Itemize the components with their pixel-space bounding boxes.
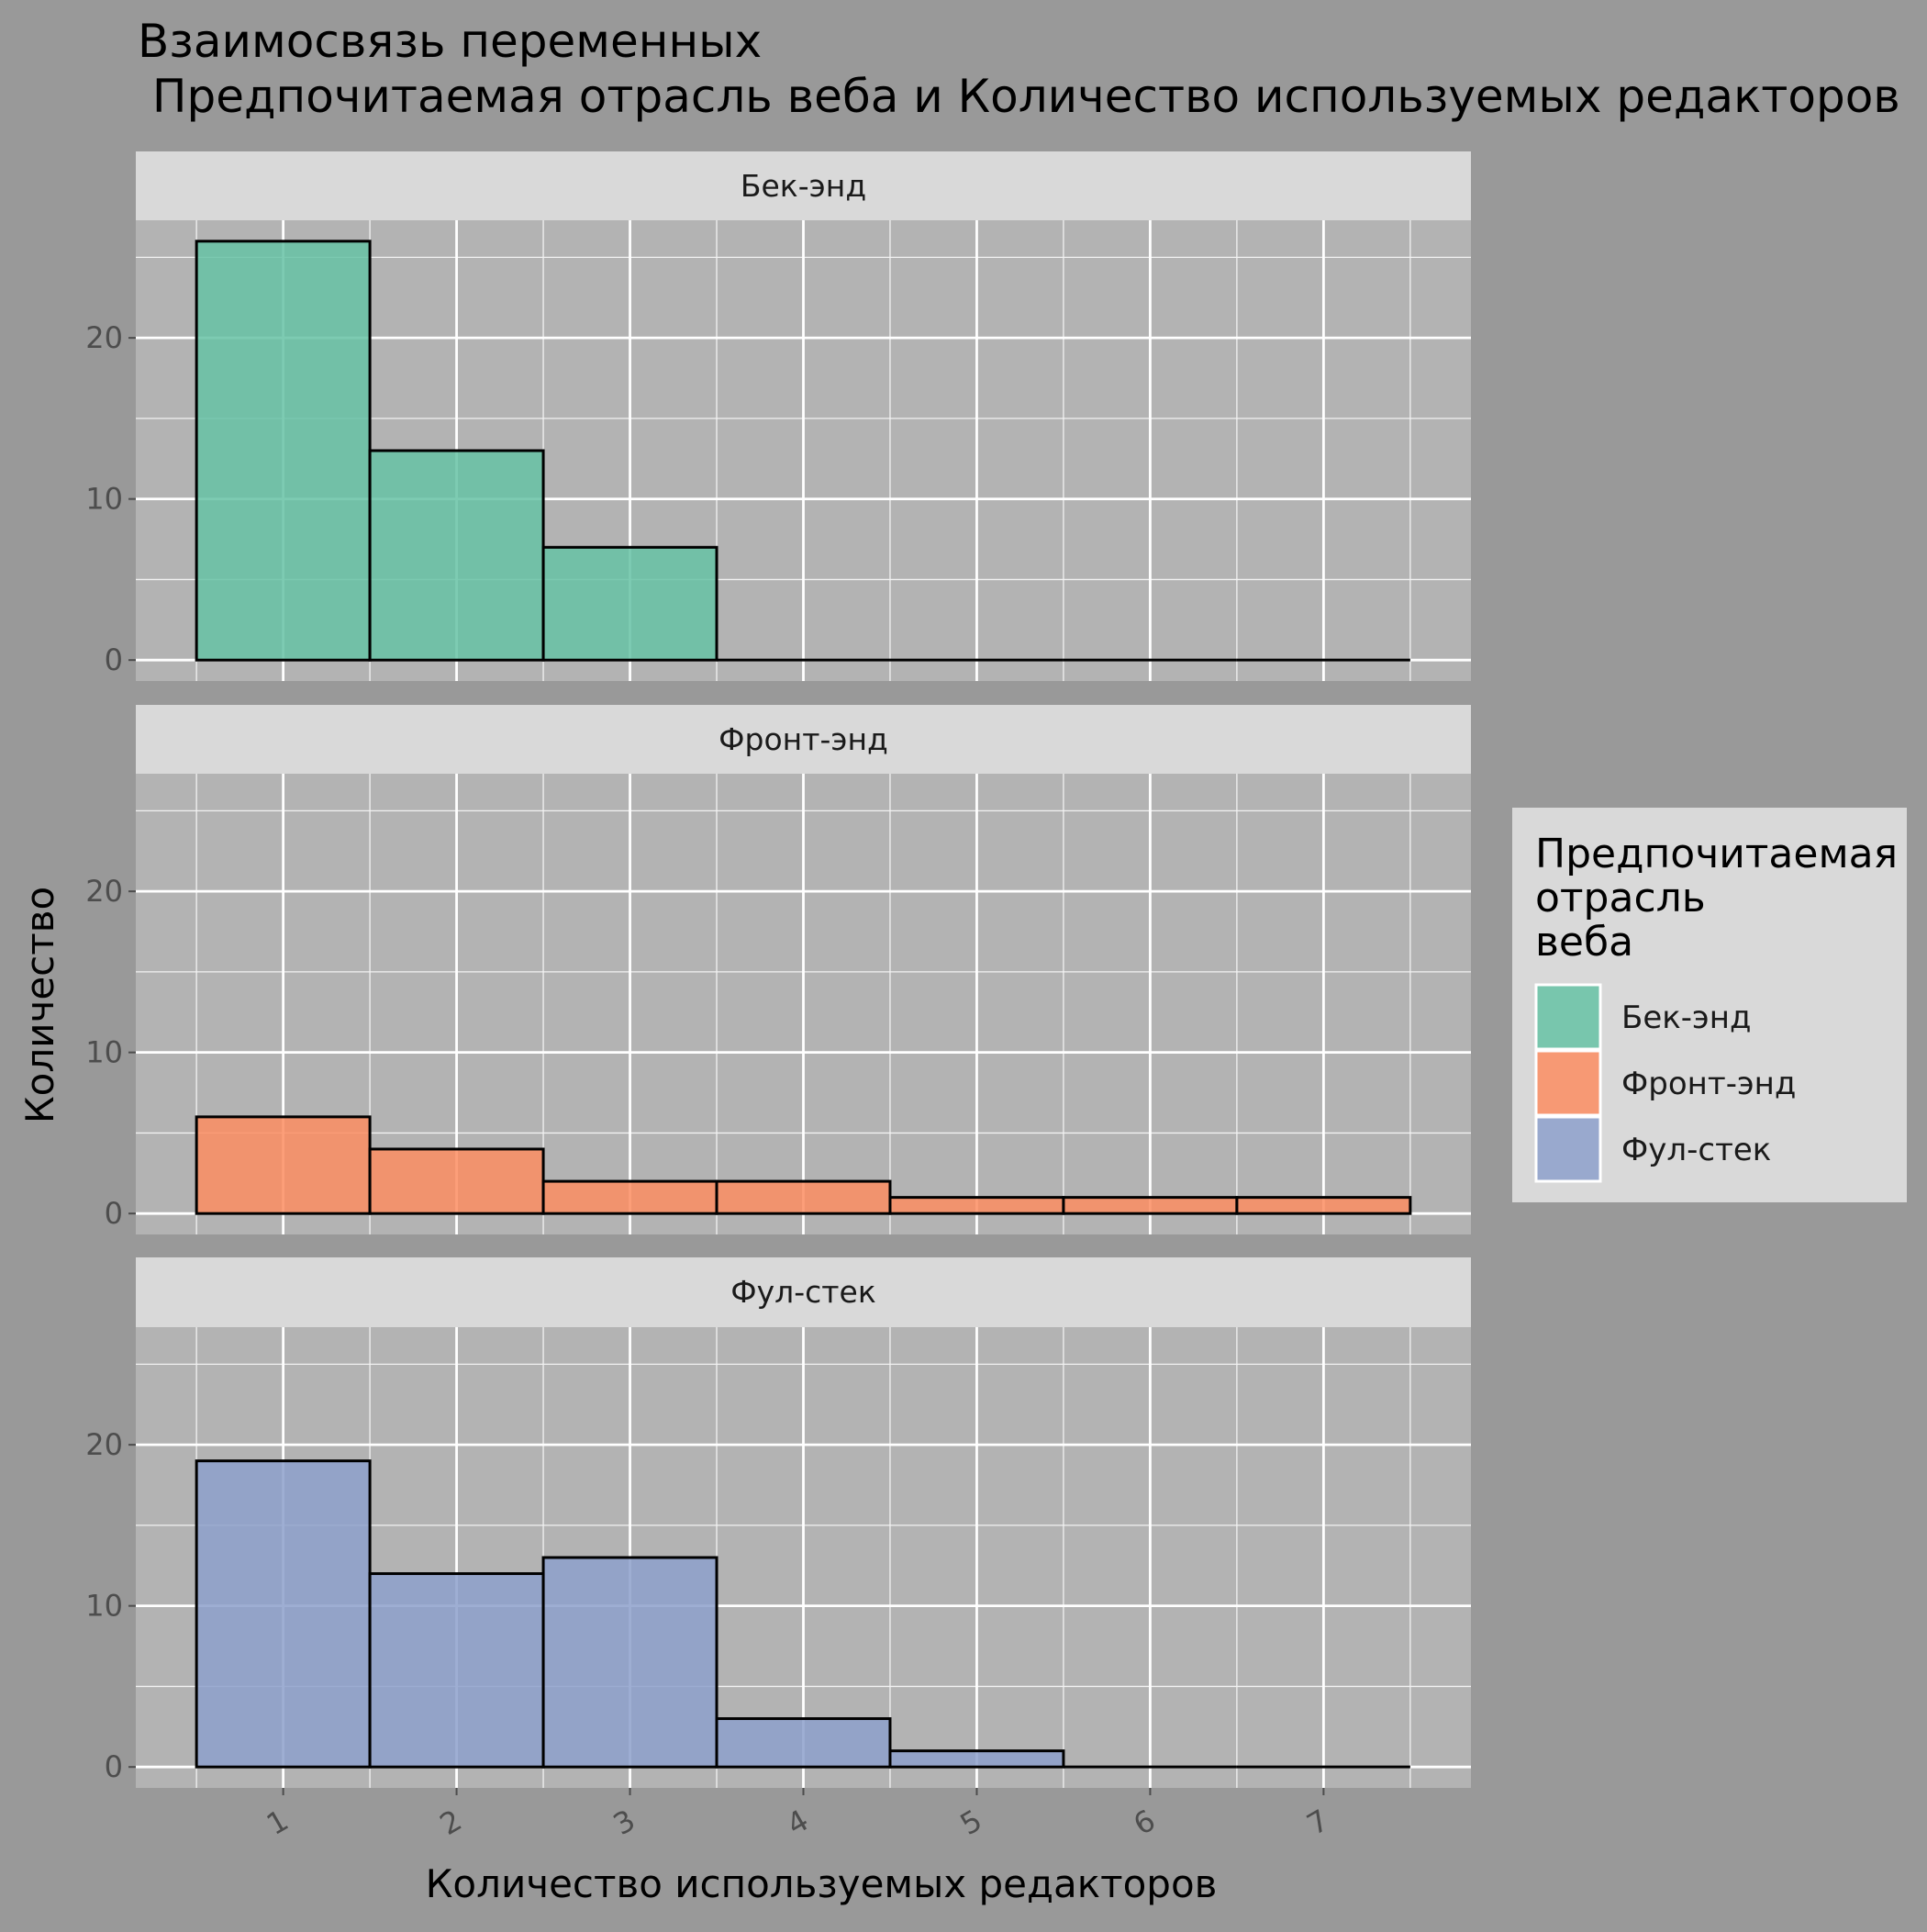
chart-title-line-2: Предпочитаемая отрасль веба и Количество… bbox=[138, 70, 1900, 123]
bar-1 bbox=[195, 1115, 372, 1215]
y-tick-label: 0 bbox=[105, 642, 123, 677]
x-axis-title: Количество используемых редакторов bbox=[426, 1861, 1218, 1906]
x-tick-label: 7 bbox=[1301, 1803, 1335, 1842]
legend-title-line: веба bbox=[1535, 919, 1633, 966]
y-tick-label: 10 bbox=[85, 1589, 123, 1624]
facet-strip-label: Фул-стек bbox=[730, 1274, 876, 1310]
bar-4 bbox=[715, 1717, 892, 1769]
facet-strip bbox=[136, 705, 1471, 774]
bar-4 bbox=[715, 1179, 892, 1215]
x-tick-label: 5 bbox=[954, 1803, 988, 1842]
legend-key bbox=[1534, 983, 1602, 1051]
legend-key bbox=[1534, 1115, 1602, 1183]
y-tick-label: 20 bbox=[85, 874, 123, 909]
legend-title-line: отрасль bbox=[1535, 875, 1706, 921]
bar-5 bbox=[888, 1196, 1065, 1215]
facet-panel-3: Фул-стек 0 10 20 bbox=[85, 1257, 1471, 1788]
x-tick-label: 6 bbox=[1128, 1803, 1162, 1842]
facet-panel-1: Бек-энд 0 10 20 bbox=[85, 151, 1471, 681]
bar-1 bbox=[195, 240, 372, 662]
legend-label: Фул-стек bbox=[1621, 1132, 1771, 1168]
legend-label: Бек-энд bbox=[1621, 1000, 1751, 1036]
facet-strip-label: Бек-энд bbox=[741, 168, 866, 204]
y-tick-label: 10 bbox=[85, 1035, 123, 1070]
x-tick-label: 1 bbox=[261, 1803, 295, 1842]
facet-panels: Бек-энд 0 10 20 Фронт-энд 0 10 20 Фул-стек 0 10 20 bbox=[85, 151, 1471, 1788]
x-tick-label: 2 bbox=[434, 1803, 468, 1842]
y-axis-title: Количество bbox=[17, 887, 62, 1123]
y-tick-label: 20 bbox=[85, 1427, 123, 1462]
legend-title-line: Предпочитаемая bbox=[1535, 831, 1898, 877]
bar-3 bbox=[541, 545, 718, 662]
facet-panel-2: Фронт-энд 0 10 20 bbox=[85, 705, 1471, 1234]
facet-strip bbox=[136, 1257, 1471, 1327]
y-tick-label: 0 bbox=[105, 1749, 123, 1784]
x-tick-label: 4 bbox=[781, 1803, 815, 1842]
bar-3 bbox=[541, 1556, 718, 1769]
bar-6 bbox=[1062, 1196, 1239, 1215]
bar-7 bbox=[1235, 1196, 1412, 1215]
x-axis: 1 2 3 4 5 6 7 bbox=[261, 1788, 1334, 1842]
y-tick-label: 0 bbox=[105, 1196, 123, 1231]
x-tick-label: 3 bbox=[607, 1803, 641, 1842]
chart-title-line-1: Взаимосвязь переменных bbox=[138, 15, 762, 68]
bar-2 bbox=[368, 449, 545, 662]
legend-key bbox=[1534, 1049, 1602, 1117]
bar-2 bbox=[368, 1572, 545, 1769]
bar-3 bbox=[541, 1179, 718, 1215]
bar-2 bbox=[368, 1147, 545, 1215]
y-tick-label: 10 bbox=[85, 482, 123, 517]
facet-strip-label: Фронт-энд bbox=[718, 721, 888, 757]
bar-1 bbox=[195, 1459, 372, 1769]
y-tick-label: 20 bbox=[85, 320, 123, 355]
legend-label: Фронт-энд bbox=[1621, 1066, 1796, 1102]
facet-strip bbox=[136, 151, 1471, 220]
bar-5 bbox=[888, 1749, 1065, 1769]
